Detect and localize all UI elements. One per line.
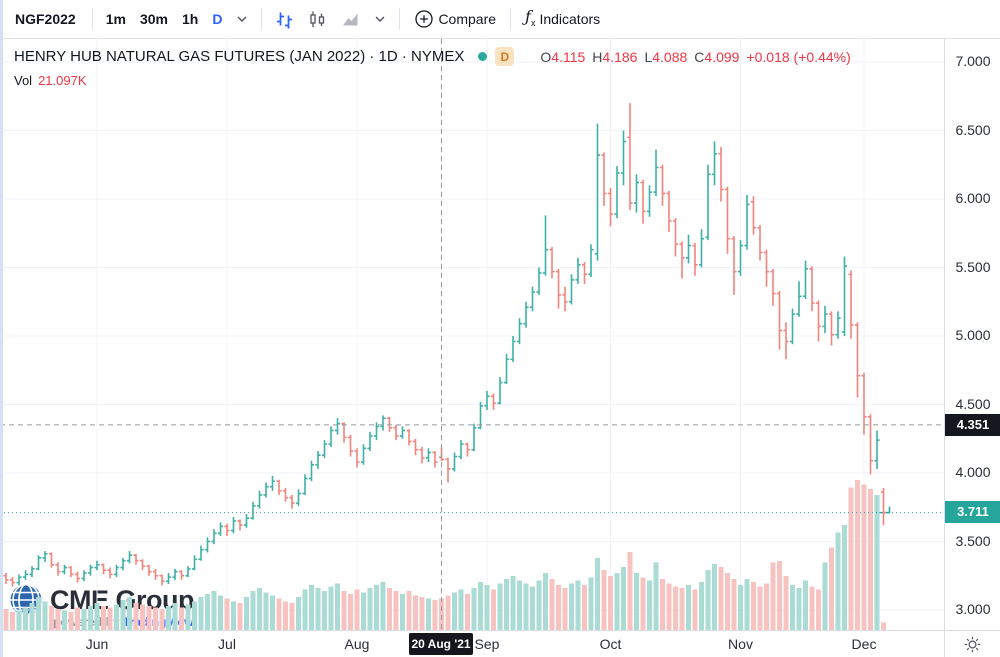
instrument-title[interactable]: HENRY HUB NATURAL GAS FUTURES (JAN 2022)… [14, 48, 465, 65]
status-dot-icon [478, 52, 488, 61]
price-tick-label: 4.500 [955, 395, 991, 412]
interval-30m[interactable]: 30m [139, 11, 168, 27]
month-tick-label: Jun [85, 636, 109, 652]
window-edge [0, 0, 3, 657]
symbol-button[interactable]: NGF2022 [15, 11, 76, 27]
price-chart-canvas[interactable] [0, 39, 944, 630]
ohlc-readout: O4.115 H4.186 L4.088 C4.099 +0.018 (+0.4… [540, 48, 851, 65]
candles-chart-icon[interactable] [301, 5, 334, 33]
toolbar-separator [510, 8, 512, 30]
price-tick-label: 5.500 [955, 258, 991, 275]
price-tick-label: 3.500 [955, 532, 991, 549]
interval-badge: D [495, 47, 515, 66]
change-readout: +0.018 (+0.44%) [746, 48, 851, 65]
toolbar-separator [91, 8, 93, 30]
price-axis[interactable]: 4.351 3.711 3.000 3.500 4.000 4.500 5.000 5.5… [944, 39, 1000, 630]
toolbar-separator [399, 8, 401, 30]
chart-legend: HENRY HUB NATURAL GAS FUTURES (JAN 2022)… [14, 47, 851, 88]
time-axis[interactable]: 20 Aug '21 Jun Jul Aug Sep Oct Nov Dec [0, 630, 944, 657]
chart-toolbar: NGF2022 1m 30m 1h D [0, 0, 1000, 39]
month-tick-label: Nov [728, 636, 753, 652]
month-tick-label: Dec [851, 636, 877, 652]
crosshair-price-label: 4.351 [945, 414, 1000, 436]
theme-sun-icon[interactable] [964, 636, 981, 653]
interval-1d[interactable]: D [212, 11, 223, 27]
month-tick-label: Aug [344, 636, 370, 652]
interval-1h[interactable]: 1h [181, 11, 199, 27]
compare-label: Compare [438, 11, 497, 27]
price-tick-label: 4.000 [955, 464, 991, 480]
chart-pane: CME Group powered by TradingView HENRY H… [0, 39, 944, 630]
chart-style-group [268, 0, 393, 38]
month-tick-label: Sep [474, 636, 500, 652]
price-tick-label: 7.000 [955, 53, 991, 69]
chart-style-chevron-down-icon[interactable] [367, 5, 393, 33]
indicators-label: Indicators [539, 11, 601, 27]
last-price-label: 3.711 [945, 501, 1000, 523]
month-tick-label: Oct [599, 636, 622, 652]
indicators-button[interactable]: ƒx Indicators [517, 5, 608, 33]
interval-group: 1m 30m 1h D [99, 0, 256, 38]
price-tick-label: 3.000 [955, 601, 991, 617]
toolbar-separator [261, 8, 263, 30]
price-tick-label: 5.000 [955, 327, 991, 343]
axis-corner [944, 630, 1000, 657]
area-chart-icon[interactable] [334, 5, 367, 33]
compare-plus-icon [415, 10, 434, 28]
price-tick-label: 6.000 [955, 190, 991, 206]
month-tick-label: Jul [218, 636, 236, 652]
volume-readout: Vol 21.097K [14, 73, 87, 88]
crosshair-time-label: 20 Aug '21 [409, 633, 473, 655]
interval-chevron-down-icon[interactable] [229, 5, 255, 33]
bars-chart-icon[interactable] [268, 5, 301, 33]
compare-button[interactable]: Compare [406, 5, 504, 33]
price-tick-label: 6.500 [955, 121, 991, 138]
fx-indicators-icon: ƒx [525, 7, 536, 29]
interval-1m[interactable]: 1m [105, 11, 126, 27]
